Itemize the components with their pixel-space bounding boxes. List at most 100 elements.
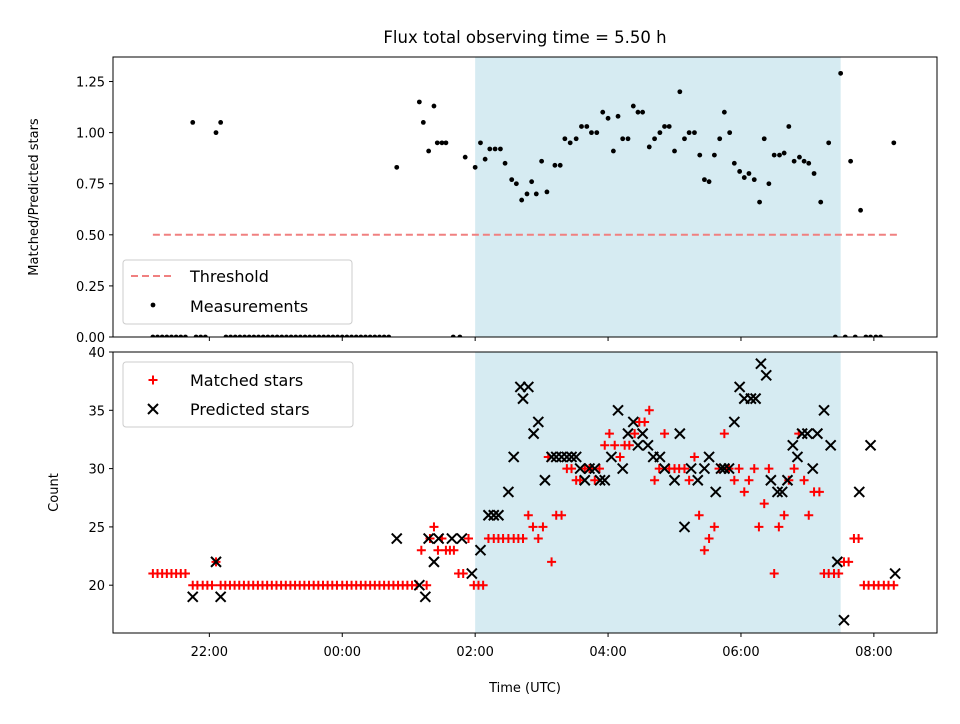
predicted-star-point	[733, 381, 746, 393]
measurement-point	[270, 334, 275, 337]
measurement-point	[457, 334, 463, 337]
measurement-point	[533, 191, 539, 197]
measurement-point	[717, 136, 723, 142]
predicted-star-point	[728, 416, 741, 428]
measurement-point	[630, 103, 636, 109]
measurement-point	[330, 334, 336, 337]
legend-matched-label: Matched stars	[190, 371, 303, 390]
predicted-star-point	[781, 474, 794, 486]
measurement-point	[450, 334, 456, 337]
matched-star-point	[180, 569, 190, 579]
predicted-star-point	[627, 416, 640, 428]
measurement-point	[509, 177, 515, 183]
measurement-point	[256, 334, 261, 337]
bottom-legend-box	[122, 361, 354, 428]
measurement-point	[223, 334, 229, 337]
measurement-point	[594, 130, 600, 136]
measurement-point	[625, 136, 631, 142]
predicted-star-point	[419, 591, 432, 603]
matched-star-point	[744, 475, 754, 485]
predicted-star-point	[574, 462, 586, 475]
matched-star-point	[774, 522, 784, 532]
predicted-star-point	[545, 451, 558, 463]
top-y-tick-label: 0.50	[76, 229, 105, 244]
legend-matched-marker	[148, 375, 158, 385]
legend-measurements-label: Measurements	[190, 297, 308, 316]
matched-star-point	[207, 580, 217, 590]
predicted-star-point	[831, 556, 844, 568]
measurement-point	[293, 334, 299, 337]
measurement-point	[777, 152, 782, 158]
matched-star-point	[422, 580, 432, 590]
measurement-point	[311, 334, 317, 337]
measurement-point	[386, 334, 392, 337]
matched-star-point	[779, 510, 789, 520]
predicted-star-point	[527, 427, 540, 440]
predicted-star-point	[507, 451, 520, 463]
matched-star-point	[567, 464, 577, 474]
measurement-point	[237, 334, 243, 337]
predicted-star-point	[642, 439, 654, 451]
matched-star-point	[523, 510, 533, 520]
matched-star-point	[749, 464, 759, 474]
predicted-star-point	[492, 509, 505, 521]
predicted-star-point	[589, 462, 601, 475]
measurement-point	[284, 334, 289, 337]
measurement-point	[737, 169, 743, 174]
measurement-point	[513, 181, 519, 187]
measurement-point	[801, 158, 807, 164]
matched-star-point	[889, 580, 899, 590]
measurement-point	[431, 103, 437, 109]
measurement-point	[842, 334, 848, 337]
measurement-point	[358, 334, 364, 337]
predicted-star-point	[579, 474, 591, 486]
legend-threshold-label: Threshold	[189, 267, 269, 286]
matched-star-point	[644, 405, 654, 415]
measurement-point	[420, 120, 426, 125]
measurement-point	[557, 162, 563, 168]
measurement-point	[797, 154, 802, 160]
predicted-star-point	[446, 532, 458, 545]
predicted-star-point	[605, 451, 618, 463]
matched-star-point	[630, 429, 640, 439]
measurement-point	[539, 158, 545, 164]
top-legend: Threshold Measurements	[122, 259, 353, 325]
measurement-point	[677, 89, 683, 95]
matched-star-point	[600, 440, 610, 450]
measurement-point	[711, 152, 717, 158]
top-y-tick-label: 1.25	[76, 76, 105, 91]
measurement-point	[519, 197, 525, 203]
measurement-point	[686, 130, 692, 136]
predicted-star-point	[811, 427, 824, 440]
predicted-star-point	[502, 486, 515, 498]
predicted-star-point	[776, 486, 788, 498]
measurement-point	[321, 334, 327, 337]
measurement-point	[169, 334, 174, 337]
measurement-point	[662, 124, 667, 129]
matched-star-point	[433, 545, 443, 555]
matched-star-point	[789, 464, 799, 474]
measurement-point	[852, 334, 858, 337]
predicted-star-point	[674, 427, 686, 440]
measurement-point	[279, 334, 285, 337]
measurement-point	[891, 140, 897, 146]
measurement-point	[786, 124, 792, 129]
measurement-point	[751, 177, 757, 183]
measurement-point	[150, 334, 156, 337]
measurement-point	[781, 150, 787, 156]
predicted-star-point	[668, 474, 681, 486]
predicted-star-point	[864, 439, 877, 451]
matched-star-point	[769, 569, 779, 579]
top-observing-window	[475, 57, 841, 337]
predicted-star-point	[488, 509, 500, 521]
predicted-star-point	[760, 369, 772, 382]
top-y-axis-label: Matched/Predicted stars	[27, 118, 42, 276]
chart-title: Flux total observing time = 5.50 h	[383, 28, 666, 47]
matched-star-point	[604, 429, 614, 439]
measurement-point	[349, 334, 354, 337]
measurement-point	[394, 164, 400, 170]
measurement-point	[307, 334, 313, 337]
measurement-point	[682, 136, 687, 142]
matched-star-point	[754, 522, 764, 532]
top-axes-frame	[112, 56, 938, 338]
